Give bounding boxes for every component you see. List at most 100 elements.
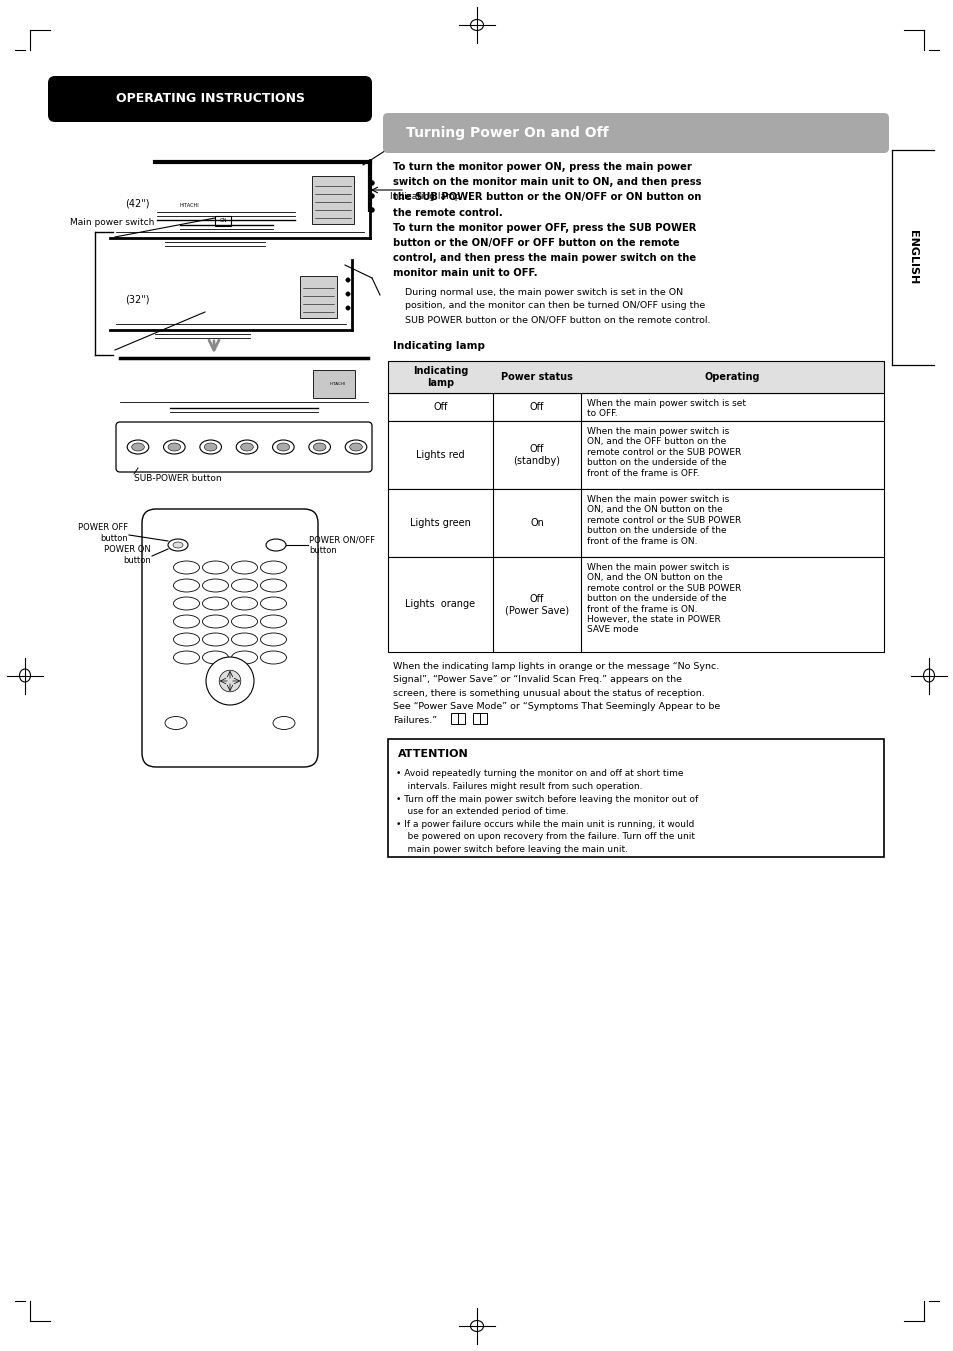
Circle shape (369, 193, 375, 199)
Ellipse shape (240, 443, 253, 451)
Text: Turning Power On and Off: Turning Power On and Off (406, 126, 608, 141)
Text: Failures.”: Failures.” (393, 716, 436, 725)
Text: Operating: Operating (704, 372, 760, 382)
Text: the SUB POWER button or the ON/OFF or ON button on: the SUB POWER button or the ON/OFF or ON… (393, 192, 700, 203)
Text: When the main power switch is
ON, and the ON button on the
remote control or the: When the main power switch is ON, and th… (586, 494, 740, 546)
Text: When the main power switch is set
to OFF.: When the main power switch is set to OFF… (586, 399, 745, 419)
Ellipse shape (313, 443, 326, 451)
Ellipse shape (202, 580, 229, 592)
Ellipse shape (173, 634, 199, 646)
Text: Indicating lamp: Indicating lamp (390, 192, 460, 201)
Text: On: On (530, 517, 543, 528)
Text: • Turn off the main power switch before leaving the monitor out of: • Turn off the main power switch before … (395, 794, 698, 804)
Text: monitor main unit to OFF.: monitor main unit to OFF. (393, 269, 537, 278)
Ellipse shape (168, 443, 180, 451)
Text: To turn the monitor power OFF, press the SUB POWER: To turn the monitor power OFF, press the… (393, 223, 696, 232)
Ellipse shape (232, 634, 257, 646)
Ellipse shape (173, 580, 199, 592)
Ellipse shape (202, 634, 229, 646)
FancyBboxPatch shape (116, 422, 372, 471)
Ellipse shape (260, 634, 286, 646)
Circle shape (369, 181, 375, 185)
Text: (32"): (32") (125, 295, 150, 305)
Ellipse shape (276, 443, 290, 451)
Ellipse shape (173, 561, 199, 574)
Text: When the indicating lamp lights in orange or the message “No Sync.: When the indicating lamp lights in orang… (393, 662, 719, 671)
Circle shape (369, 208, 375, 212)
Text: Off
(standby): Off (standby) (513, 444, 560, 466)
Text: SUB-POWER button: SUB-POWER button (133, 474, 221, 484)
Text: ENGLISH: ENGLISH (907, 231, 917, 285)
Bar (388, 361, 883, 393)
Text: When the main power switch is
ON, and the OFF button on the
remote control or th: When the main power switch is ON, and th… (586, 427, 740, 478)
Ellipse shape (202, 651, 229, 663)
Ellipse shape (202, 597, 229, 611)
Text: button or the ON/OFF or OFF button on the remote: button or the ON/OFF or OFF button on th… (393, 238, 679, 249)
Ellipse shape (260, 615, 286, 628)
Text: HITACHI: HITACHI (330, 382, 346, 386)
Ellipse shape (260, 580, 286, 592)
Text: Indicating
lamp: Indicating lamp (413, 366, 468, 388)
Ellipse shape (200, 440, 221, 454)
Text: control, and then press the main power switch on the: control, and then press the main power s… (393, 253, 696, 263)
Ellipse shape (273, 440, 294, 454)
Text: Indicating lamp: Indicating lamp (393, 340, 484, 351)
Ellipse shape (132, 443, 144, 451)
Ellipse shape (345, 440, 366, 454)
Text: Lights red: Lights red (416, 450, 464, 459)
Bar (473, 713, 486, 724)
Ellipse shape (173, 651, 199, 663)
Ellipse shape (204, 443, 216, 451)
Bar (299, 276, 336, 317)
Text: Off
(Power Save): Off (Power Save) (504, 593, 569, 615)
Ellipse shape (232, 651, 257, 663)
Circle shape (206, 657, 253, 705)
Text: intervals. Failures might result from such operation.: intervals. Failures might result from su… (395, 782, 641, 792)
Text: When the main power switch is
ON, and the ON button on the
remote control or the: When the main power switch is ON, and th… (586, 563, 740, 635)
Text: Off: Off (433, 403, 447, 412)
Text: main power switch before leaving the main unit.: main power switch before leaving the mai… (395, 846, 627, 854)
Ellipse shape (232, 580, 257, 592)
Text: be powered on upon recovery from the failure. Turn off the unit: be powered on upon recovery from the fai… (395, 832, 695, 842)
Text: POWER OFF
button: POWER OFF button (78, 523, 128, 543)
Text: ON: ON (219, 219, 227, 223)
Ellipse shape (273, 716, 294, 730)
Text: Lights green: Lights green (410, 517, 471, 528)
Text: Signal”, “Power Save” or “Invalid Scan Freq.” appears on the: Signal”, “Power Save” or “Invalid Scan F… (393, 676, 681, 685)
Text: During normal use, the main power switch is set in the ON: During normal use, the main power switch… (393, 288, 682, 297)
Text: HITACHI: HITACHI (180, 203, 199, 208)
Bar (312, 176, 354, 224)
Text: use for an extended period of time.: use for an extended period of time. (395, 808, 568, 816)
Bar (388, 489, 883, 557)
Bar (388, 739, 883, 858)
Circle shape (345, 292, 350, 296)
Ellipse shape (168, 539, 188, 551)
Text: SUB POWER button or the ON/OFF button on the remote control.: SUB POWER button or the ON/OFF button on… (393, 315, 710, 324)
Text: Lights  orange: Lights orange (405, 600, 475, 609)
Ellipse shape (232, 615, 257, 628)
Text: Power status: Power status (500, 372, 573, 382)
Circle shape (345, 305, 350, 311)
Ellipse shape (172, 542, 183, 549)
Ellipse shape (309, 440, 330, 454)
Text: POWER ON/OFF
button: POWER ON/OFF button (309, 535, 375, 555)
FancyBboxPatch shape (382, 113, 888, 153)
Text: (42"): (42") (125, 199, 150, 208)
Bar (388, 557, 883, 653)
Ellipse shape (163, 440, 185, 454)
Text: See “Power Save Mode” or “Symptoms That Seemingly Appear to be: See “Power Save Mode” or “Symptoms That … (393, 703, 720, 712)
Text: switch on the monitor main unit to ON, and then press: switch on the monitor main unit to ON, a… (393, 177, 700, 188)
Ellipse shape (350, 443, 362, 451)
Text: • If a power failure occurs while the main unit is running, it would: • If a power failure occurs while the ma… (395, 820, 694, 830)
Ellipse shape (165, 716, 187, 730)
Ellipse shape (232, 561, 257, 574)
Ellipse shape (202, 561, 229, 574)
Ellipse shape (173, 615, 199, 628)
Ellipse shape (260, 597, 286, 611)
Ellipse shape (260, 651, 286, 663)
Ellipse shape (127, 440, 149, 454)
Text: • Avoid repeatedly turning the monitor on and off at short time: • Avoid repeatedly turning the monitor o… (395, 770, 682, 778)
Text: screen, there is something unusual about the status of reception.: screen, there is something unusual about… (393, 689, 704, 698)
Text: the remote control.: the remote control. (393, 208, 502, 218)
FancyBboxPatch shape (48, 76, 372, 122)
